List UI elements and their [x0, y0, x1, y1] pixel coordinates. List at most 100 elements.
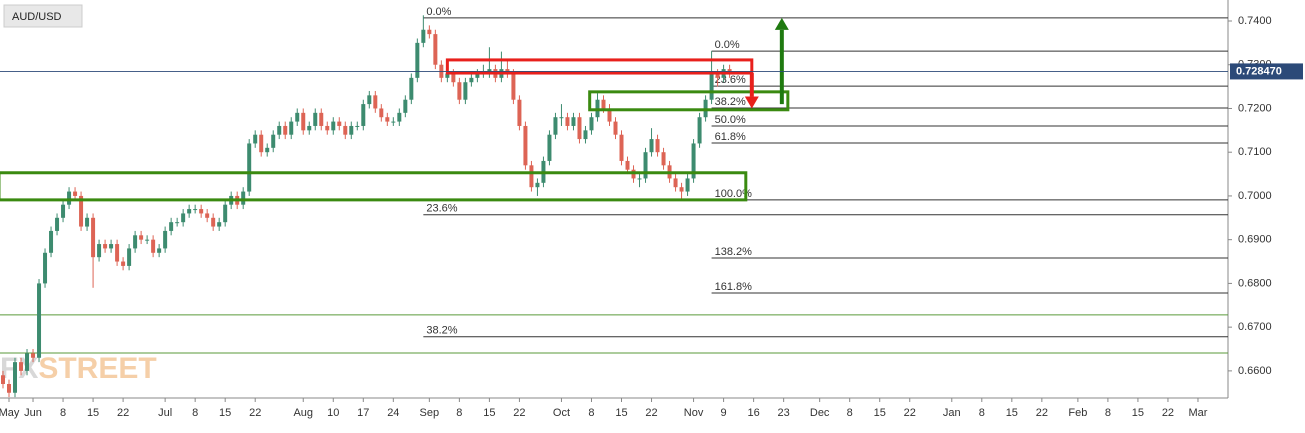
x-tick-label: 22 — [513, 407, 525, 419]
candle-body — [73, 191, 78, 196]
fib-label: 161.8% — [715, 281, 753, 293]
candle-body — [451, 73, 456, 83]
x-tick-label: 15 — [615, 407, 627, 419]
candle-body — [211, 217, 216, 227]
candle-body — [139, 235, 144, 240]
x-tick-label: 8 — [979, 407, 985, 419]
candle-body — [313, 112, 318, 126]
candle-body — [217, 222, 222, 227]
symbol-box — [3, 4, 83, 28]
x-tick-label: 24 — [387, 407, 399, 419]
candle-body — [709, 73, 714, 100]
zone — [0, 171, 748, 202]
candle-body — [163, 230, 168, 249]
y-tick-label: 0.6800 — [1238, 277, 1272, 289]
y-tick-label: 0.6900 — [1238, 234, 1272, 246]
candle-body — [343, 125, 348, 135]
candle-body — [637, 178, 642, 180]
candle-body — [247, 143, 252, 192]
candle-body — [223, 204, 228, 223]
candle-body — [265, 147, 270, 153]
candle-body — [271, 134, 276, 148]
candle-body — [409, 77, 414, 100]
candle-body — [397, 112, 402, 122]
x-tick-label: 22 — [249, 407, 261, 419]
arrow-head — [774, 17, 789, 30]
candle-body — [157, 248, 162, 253]
candle-body — [19, 362, 24, 371]
candle-body — [337, 121, 342, 126]
candle-body — [283, 125, 288, 135]
x-tick-label: 22 — [904, 407, 916, 419]
y-tick-label: 0.6700 — [1238, 321, 1272, 333]
candle-body — [295, 112, 300, 122]
candle-body — [301, 112, 306, 131]
x-tick-label: 15 — [1132, 407, 1144, 419]
fib-label: 100.0% — [715, 188, 753, 200]
candle-body — [355, 125, 360, 127]
candle-body — [133, 235, 138, 249]
candle-body — [307, 125, 312, 131]
candle-body — [535, 182, 540, 188]
x-tick-label: 15 — [874, 407, 886, 419]
candle-body — [547, 134, 552, 161]
candle-body — [115, 244, 120, 262]
candle-body — [169, 222, 174, 231]
candle-body — [361, 104, 366, 126]
y-tick-label: 0.7000 — [1238, 190, 1272, 202]
candle-body — [523, 125, 528, 166]
candle-body — [427, 29, 432, 35]
candle-body — [529, 165, 534, 188]
fib-label: 38.2% — [426, 325, 457, 337]
candle-body — [109, 244, 114, 249]
candle-body — [679, 187, 684, 192]
candle-body — [655, 139, 660, 153]
candle-body — [373, 95, 378, 109]
x-tick-label: Nov — [684, 407, 704, 419]
candle-body — [289, 121, 294, 135]
candle-body — [349, 125, 354, 135]
candle-body — [1, 375, 6, 385]
zone — [588, 90, 790, 112]
watermark: FX STREET — [0, 352, 157, 385]
watermark-street: STREET — [38, 352, 156, 385]
fib-label: 38.2% — [715, 96, 746, 108]
x-tick-label: 10 — [327, 407, 339, 419]
x-tick-label: Sep — [420, 407, 440, 419]
candle-body — [613, 121, 618, 135]
candle-body — [367, 95, 372, 105]
candle-body — [85, 217, 90, 227]
x-tick-label: May — [0, 407, 20, 419]
candle-body — [661, 152, 666, 166]
candle-body — [241, 191, 246, 205]
candle-body — [457, 82, 462, 100]
fib-label: 23.6% — [426, 203, 457, 215]
candle-body — [565, 117, 570, 126]
x-tick-label: 15 — [1006, 407, 1018, 419]
candle-body — [181, 213, 186, 223]
candle-body — [511, 73, 516, 100]
candle-body — [697, 117, 702, 144]
fib-label: 61.8% — [715, 131, 746, 143]
x-tick-label: Mar — [1188, 407, 1207, 419]
candle-body — [205, 213, 210, 218]
candle-body — [7, 384, 12, 393]
candle-body — [331, 121, 336, 131]
candle-body — [625, 160, 630, 170]
fib-label: 50.0% — [715, 114, 746, 126]
x-tick-label: 15 — [87, 407, 99, 419]
candle-body — [559, 117, 564, 119]
candle-body — [49, 230, 54, 253]
candle-body — [127, 248, 132, 266]
candle-body — [601, 99, 606, 109]
x-tick-label: Dec — [810, 407, 830, 419]
fib-label: 0.0% — [715, 39, 740, 51]
candle-body — [43, 252, 48, 284]
candle-body — [175, 222, 180, 224]
candle-body — [421, 29, 426, 43]
candle-body — [583, 130, 588, 140]
x-tick-label: Oct — [553, 407, 570, 419]
x-tick-label: Jan — [943, 407, 961, 419]
x-tick-label: 8 — [456, 407, 462, 419]
candle-body — [259, 134, 264, 153]
